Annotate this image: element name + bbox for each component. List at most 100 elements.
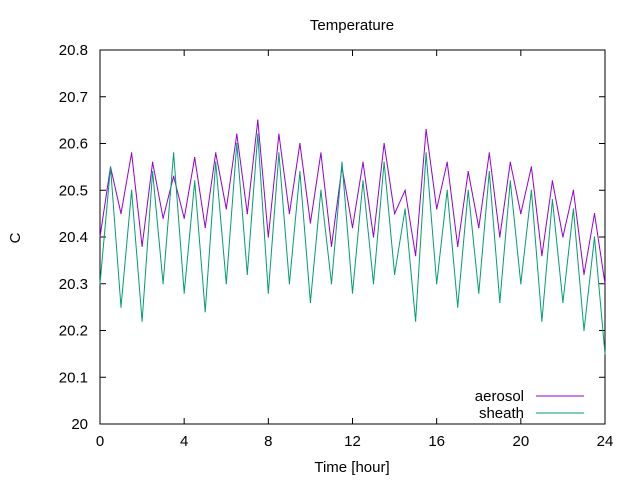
data-point-sheath: [520, 283, 522, 285]
data-point-sheath: [120, 306, 122, 308]
y-axis-label: C: [7, 232, 24, 243]
data-point-sheath: [541, 320, 543, 322]
data-point-sheath: [236, 142, 238, 145]
data-point-sheath: [351, 292, 354, 294]
data-point-sheath: [246, 273, 248, 275]
data-point-sheath: [467, 189, 469, 191]
data-point-sheath: [204, 311, 206, 313]
data-point-sheath: [562, 301, 564, 304]
x-tick-label: 4: [180, 433, 188, 450]
chart-title: Temperature: [310, 17, 394, 34]
data-point-sheath: [499, 301, 501, 304]
x-tick-label: 20: [512, 433, 529, 450]
data-point-aerosol: [415, 255, 417, 257]
data-point-sheath: [215, 161, 217, 163]
data-point-aerosol: [530, 166, 532, 168]
y-axis: 20 20.1 20.2 20.3 20.4 20.5 20.6 20.7 20.8: [59, 42, 605, 433]
data-point-aerosol: [162, 217, 164, 219]
data-point-sheath: [225, 283, 227, 285]
data-point-sheath: [372, 283, 375, 285]
x-axis-label: Time [hour]: [314, 459, 389, 476]
data-point-aerosol: [173, 175, 175, 177]
y-tick-label: 20.5: [59, 182, 88, 199]
data-point-sheath: [362, 180, 364, 182]
data-point-aerosol: [551, 180, 553, 182]
data-point-aerosol: [467, 170, 469, 173]
x-tick-label: 24: [597, 433, 614, 450]
data-point-aerosol: [583, 273, 585, 275]
data-point-aerosol: [99, 236, 101, 238]
data-point-aerosol: [299, 142, 301, 145]
data-point-sheath: [299, 170, 301, 173]
data-point-sheath: [383, 161, 385, 163]
data-point-sheath: [309, 301, 312, 304]
data-point-aerosol: [246, 213, 248, 215]
y-tick-label: 20.8: [59, 42, 88, 59]
x-tick-label: 0: [96, 433, 104, 450]
data-point-sheath: [415, 320, 417, 322]
data-point-aerosol: [604, 283, 606, 285]
data-point-aerosol: [141, 245, 143, 247]
data-point-aerosol: [457, 245, 459, 247]
data-point-sheath: [194, 180, 196, 182]
data-point-aerosol: [183, 217, 185, 219]
data-point-sheath: [320, 189, 322, 191]
legend-label-sheath: sheath: [479, 405, 524, 422]
data-point-sheath: [509, 180, 511, 182]
data-point-aerosol: [520, 213, 522, 215]
x-tick-label: 12: [344, 433, 361, 450]
x-tick-label: 16: [428, 433, 445, 450]
data-point-aerosol: [572, 189, 575, 191]
data-point-sheath: [583, 329, 585, 332]
data-point-sheath: [572, 208, 575, 210]
data-point-sheath: [446, 189, 448, 191]
y-tick-label: 20.6: [59, 136, 88, 153]
data-point-sheath: [478, 292, 480, 294]
data-point-aerosol: [351, 227, 354, 229]
data-point-aerosol: [257, 119, 259, 121]
y-tick-label: 20.7: [59, 89, 88, 106]
data-point-aerosol: [225, 208, 227, 210]
data-point-aerosol: [446, 161, 448, 163]
data-point-sheath: [109, 166, 112, 168]
data-point-aerosol: [383, 142, 385, 145]
data-point-sheath: [604, 353, 606, 355]
data-point-aerosol: [236, 133, 238, 135]
data-point-aerosol: [288, 213, 290, 215]
data-point-sheath: [130, 189, 133, 191]
data-point-sheath: [152, 170, 154, 173]
data-point-sheath: [173, 152, 175, 154]
data-point-aerosol: [204, 227, 206, 229]
data-point-sheath: [99, 283, 101, 285]
data-point-aerosol: [562, 236, 564, 238]
data-point-aerosol: [194, 156, 196, 159]
data-point-aerosol: [320, 152, 322, 154]
data-point-aerosol: [130, 152, 133, 154]
data-point-sheath: [330, 283, 333, 285]
data-point-aerosol: [425, 128, 427, 131]
y-tick-label: 20.1: [59, 369, 88, 386]
data-point-aerosol: [152, 161, 154, 163]
data-point-sheath: [267, 292, 269, 294]
data-point-aerosol: [499, 236, 501, 238]
data-point-aerosol: [541, 255, 543, 257]
y-tick-label: 20.3: [59, 276, 88, 293]
data-point-sheath: [162, 283, 164, 285]
data-point-sheath: [457, 306, 459, 308]
y-tick-label: 20.4: [59, 229, 88, 246]
data-point-sheath: [257, 133, 259, 135]
data-point-aerosol: [309, 222, 312, 224]
data-point-aerosol: [488, 152, 490, 154]
x-tick-label: 8: [264, 433, 272, 450]
data-point-sheath: [341, 161, 343, 163]
data-point-aerosol: [362, 161, 364, 163]
data-point-aerosol: [436, 208, 438, 210]
data-point-aerosol: [393, 213, 396, 215]
data-point-aerosol: [278, 133, 280, 135]
data-point-sheath: [183, 292, 185, 294]
data-point-aerosol: [267, 236, 269, 238]
data-point-sheath: [288, 283, 290, 285]
